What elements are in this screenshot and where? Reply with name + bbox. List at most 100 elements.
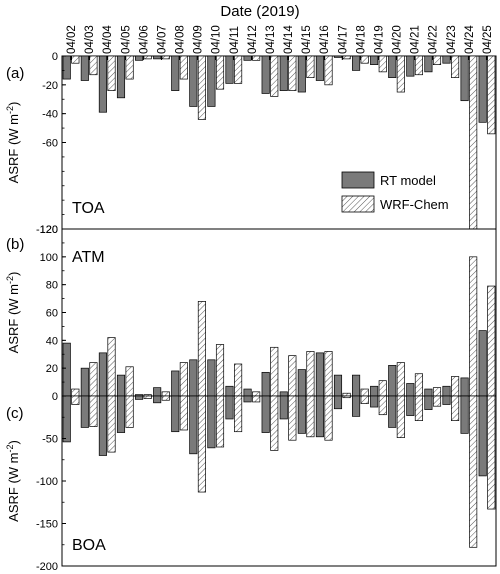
bar-rt-model [261, 55, 270, 94]
bar-wrf-chem [125, 395, 134, 428]
bar-wrf-chem [360, 55, 369, 64]
bar-rt-model [279, 395, 288, 420]
bar-wrf-chem [451, 376, 460, 397]
panel-letter: (a) [6, 65, 24, 82]
bar-rt-model [189, 359, 198, 397]
bar-wrf-chem [469, 395, 478, 548]
bar-wrf-chem [324, 395, 333, 441]
bar-wrf-chem [197, 55, 206, 120]
bar-rt-model [207, 359, 216, 397]
bar-wrf-chem [161, 395, 170, 401]
bar-wrf-chem [234, 395, 243, 433]
bar-wrf-chem [197, 301, 206, 397]
bar-rt-model [460, 377, 469, 397]
bar-rt-model [116, 55, 126, 99]
bar-wrf-chem [234, 55, 243, 84]
bar-wrf-chem [179, 395, 188, 431]
bar-rt-model [80, 367, 89, 397]
bar-rt-model [333, 374, 343, 397]
y-tick-label: 60 [46, 308, 58, 320]
bar-wrf-chem [107, 395, 116, 453]
x-tick-label: 04/09 [193, 25, 205, 54]
bar-wrf-chem [414, 373, 423, 397]
x-tick-label: 04/21 [410, 25, 422, 54]
bar-rt-model [171, 55, 180, 91]
x-tick-label: 04/20 [392, 25, 404, 54]
bar-wrf-chem [487, 55, 496, 135]
y-axis-title-atm: ASRF (W m-2) [5, 272, 21, 354]
bar-wrf-chem [252, 391, 261, 397]
x-tick-label: 04/10 [211, 25, 223, 54]
y-tick-label: 80 [46, 280, 58, 292]
legend-swatch-rt-model [341, 171, 375, 189]
bar-rt-model [98, 395, 107, 456]
x-tick-label: 04/24 [464, 25, 476, 54]
bar-rt-model [189, 55, 198, 107]
bar-wrf-chem [143, 55, 152, 60]
bar-rt-model [225, 55, 234, 84]
bar-rt-model [333, 55, 343, 58]
y-tick-label: 20 [46, 363, 58, 375]
bar-rt-model [424, 55, 433, 73]
bar-wrf-chem [451, 395, 460, 421]
bar-rt-model [388, 365, 397, 397]
x-tick-label: 04/13 [265, 25, 277, 54]
y-axis-title: ASRF (W m-2) [5, 440, 21, 522]
bar-wrf-chem [89, 55, 98, 76]
x-tick-label: 04/11 [229, 26, 241, 54]
x-tick-label: 04/02 [66, 25, 78, 54]
y-tick-label: -150 [36, 519, 58, 531]
x-tick-label: 04/08 [175, 25, 187, 54]
bar-wrf-chem [71, 388, 80, 397]
y-tick-label: -40 [42, 109, 58, 121]
x-tick-label: 04/03 [84, 25, 96, 54]
bar-wrf-chem [89, 395, 98, 427]
bar-rt-model [261, 395, 270, 433]
bar-rt-model [279, 55, 288, 91]
bar-rt-model [116, 374, 126, 397]
bar-rt-model [424, 395, 433, 410]
y-tick-label: 40 [46, 335, 58, 347]
y-tick-label: -200 [36, 561, 58, 573]
bar-wrf-chem [270, 395, 279, 451]
bar-wrf-chem [288, 395, 297, 441]
bar-rt-model [243, 55, 252, 61]
bar-wrf-chem [306, 55, 315, 78]
bar-wrf-chem [432, 387, 442, 397]
bar-wrf-chem [288, 355, 297, 397]
bar-wrf-chem [324, 55, 333, 86]
panel-name: ATM [72, 249, 105, 266]
bar-wrf-chem [378, 395, 387, 416]
bar-wrf-chem [469, 55, 478, 230]
bar-wrf-chem [234, 363, 243, 397]
bar-rt-model [207, 55, 216, 107]
bar-wrf-chem [306, 395, 315, 438]
bar-wrf-chem [487, 395, 496, 510]
bar-wrf-chem [342, 395, 351, 399]
x-tick-label: 04/12 [247, 25, 259, 54]
panels: 0 -20 -40 -60 -120 (a) TOA ASRF (W m-2) 20 40 60 80… [5, 51, 497, 573]
bar-rt-model [352, 374, 361, 397]
x-tick-label: 04/22 [428, 25, 440, 54]
x-tick-label: 04/06 [138, 25, 150, 54]
bar-rt-model [442, 395, 451, 405]
x-tick-label: 04/18 [355, 25, 367, 54]
x-tick-label: 04/17 [337, 25, 349, 54]
bar-rt-model [261, 371, 270, 397]
bar-rt-model [370, 55, 379, 65]
y-tick-label: 0 [52, 51, 58, 63]
bar-rt-model [62, 395, 71, 443]
x-tick-label: 04/16 [319, 25, 331, 54]
bar-rt-model [62, 55, 71, 80]
bar-rt-model [98, 352, 107, 397]
bar-wrf-chem [143, 395, 152, 399]
bar-wrf-chem [487, 285, 496, 397]
legend-label-wrf-chem: WRF-Chem [380, 197, 449, 212]
bar-wrf-chem [270, 346, 279, 397]
bar-wrf-chem [179, 55, 188, 80]
bar-rt-model [153, 395, 162, 404]
y-tick-label: -20 [42, 80, 58, 92]
x-tick-label: 04/04 [102, 25, 114, 54]
bar-wrf-chem [125, 55, 134, 80]
